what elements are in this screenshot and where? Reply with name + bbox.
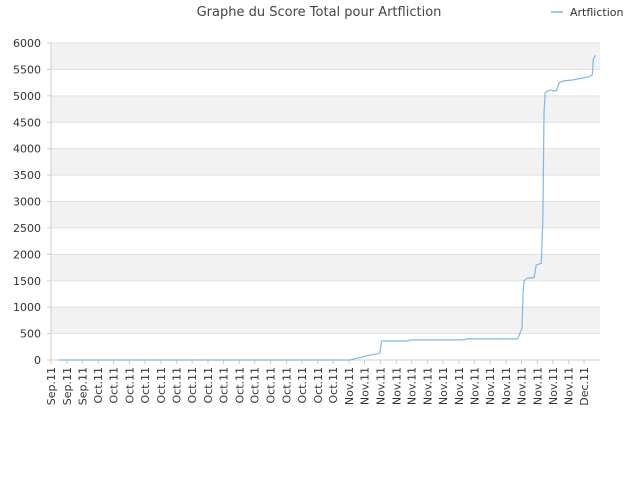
x-tick-label: Oct.11 <box>327 367 340 404</box>
y-tick-label: 1500 <box>13 275 41 288</box>
y-tick-label: 6000 <box>13 37 41 50</box>
y-tick-label: 1000 <box>13 301 41 314</box>
x-tick-label: Sep.11 <box>45 367 58 405</box>
x-tick-label: Oct.11 <box>186 367 199 404</box>
x-tick-label: Oct.11 <box>171 367 184 404</box>
x-tick-label: Oct.11 <box>108 367 121 404</box>
plot-band <box>51 43 600 70</box>
x-tick-label: Nov.11 <box>374 367 387 405</box>
gridlines <box>51 42 600 361</box>
x-tick-label: Oct.11 <box>92 367 105 404</box>
y-tick-label: 4000 <box>13 143 41 156</box>
x-tick-label: Oct.11 <box>249 367 262 404</box>
x-tick-label: Dec.11 <box>578 367 591 406</box>
x-tick-label: Nov.11 <box>358 367 371 405</box>
y-tick-label: 4500 <box>13 116 41 129</box>
y-tick-label: 0 <box>34 354 41 367</box>
x-tick-label: Oct.11 <box>217 367 230 404</box>
x-tick-label: Nov.11 <box>390 367 403 405</box>
x-tick-label: Nov.11 <box>343 367 356 405</box>
x-tick-label: Oct.11 <box>265 367 278 404</box>
x-tick-label: Oct.11 <box>233 367 246 404</box>
y-tick-label: 5000 <box>13 90 41 103</box>
x-tick-label: Oct.11 <box>312 367 325 404</box>
x-axis-ticks: Sep.11 Sep.11 Sep.11 Oct.11 Oct.11 Oct.11 Oct.… <box>45 360 591 406</box>
legend: Artfliction <box>551 6 623 19</box>
x-tick-label: Nov.11 <box>500 367 513 405</box>
series-line-artfliction <box>58 54 597 361</box>
x-tick-label: Oct.11 <box>202 367 215 404</box>
plot-bands <box>51 43 600 334</box>
x-tick-label: Nov.11 <box>515 367 528 405</box>
plot-band <box>51 95 600 123</box>
x-tick-label: Sep.11 <box>61 367 74 405</box>
x-tick-label: Nov.11 <box>437 367 450 405</box>
x-tick-label: Sep.11 <box>76 367 89 405</box>
x-tick-label: Nov.11 <box>468 367 481 405</box>
legend-label-artfliction: Artfliction <box>570 6 623 19</box>
y-tick-label: 5500 <box>13 63 41 76</box>
y-axis-ticks: 0 500 1000 1500 2000 2500 3000 3500 4000 4500 5000… <box>13 37 51 367</box>
y-tick-label: 2500 <box>13 222 41 235</box>
x-tick-label: Nov.11 <box>547 367 560 405</box>
y-tick-label: 3000 <box>13 196 41 209</box>
y-tick-label: 3500 <box>13 169 41 182</box>
x-tick-label: Oct.11 <box>155 367 168 404</box>
x-tick-label: Nov.11 <box>484 367 497 405</box>
plot-band <box>51 148 600 176</box>
x-tick-label: Oct.11 <box>296 367 309 404</box>
plot-band <box>51 254 600 281</box>
x-tick-label: Nov.11 <box>563 367 576 405</box>
chart-title: Graphe du Score Total pour Artfliction <box>197 5 442 20</box>
plot-area: 0 500 1000 1500 2000 2500 3000 3500 4000 4500 5000… <box>13 37 600 406</box>
series-layer <box>58 54 597 361</box>
y-tick-label: 2000 <box>13 248 41 261</box>
x-tick-label: Oct.11 <box>281 367 294 404</box>
x-tick-label: Oct.11 <box>139 367 152 404</box>
x-tick-label: Nov.11 <box>422 367 435 405</box>
x-tick-label: Oct.11 <box>124 367 137 404</box>
y-tick-label: 500 <box>20 328 41 341</box>
plot-band <box>51 307 600 334</box>
x-tick-label: Nov.11 <box>453 367 466 405</box>
x-tick-label: Nov.11 <box>531 367 544 405</box>
x-tick-label: Nov.11 <box>406 367 419 405</box>
plot-band <box>51 201 600 228</box>
